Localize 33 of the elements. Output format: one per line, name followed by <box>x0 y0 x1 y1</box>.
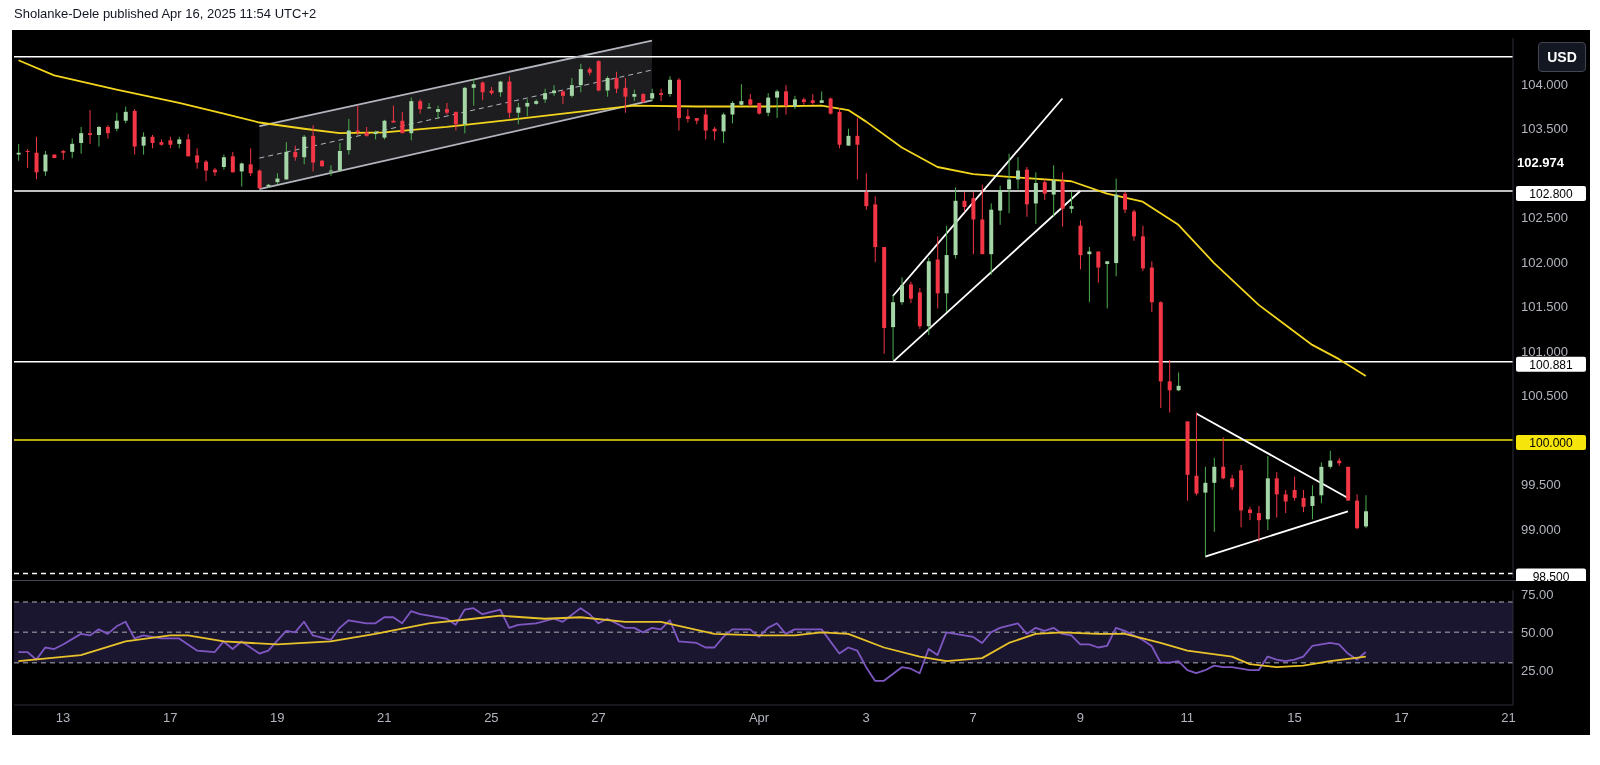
x-tick-label: 9 <box>1076 710 1084 726</box>
ref-line-label: 102.800 <box>1529 187 1574 202</box>
y-tick-label: 103.500 <box>1521 121 1568 137</box>
x-tick-label: 19 <box>269 710 285 726</box>
x-tick-label: Apr <box>748 710 770 726</box>
x-tick-label: 17 <box>1394 710 1409 726</box>
y-tick-label: 104.000 <box>1521 76 1568 92</box>
y-tick-label: 101.500 <box>1521 299 1568 315</box>
x-tick-label: 11 <box>1180 710 1195 726</box>
y-tick-label: 102.000 <box>1521 254 1568 270</box>
x-tick-label: 15 <box>1287 710 1302 726</box>
x-tick-label: 27 <box>591 710 606 726</box>
y-tick-label: 75.00 <box>1521 587 1554 603</box>
text: 102.974 <box>1517 155 1564 171</box>
y-tick-label: 25.00 <box>1521 662 1554 678</box>
ref-line-label: 98.500 <box>1532 569 1570 584</box>
x-tick-label: 21 <box>377 710 392 726</box>
ref-line-label: 100.000 <box>1529 436 1574 451</box>
x-tick-label: 17 <box>162 710 178 726</box>
y-tick-label: 100.500 <box>1521 388 1568 404</box>
text: Sholanke-Dele published Apr 16, 2025 11:54 UTC+2 <box>14 6 317 21</box>
y-tick-label: 99.500 <box>1521 477 1561 493</box>
y-tick-label: 50.00 <box>1521 624 1554 640</box>
y-tick-label: 99.000 <box>1521 521 1561 537</box>
text: USD <box>1538 42 1586 72</box>
x-tick-label: 3 <box>862 710 870 726</box>
x-tick-label: 13 <box>55 710 71 726</box>
x-tick-label: 25 <box>484 710 499 726</box>
y-tick-label: 101.000 <box>1521 343 1568 359</box>
x-tick-label: 7 <box>969 710 977 726</box>
y-tick-label: 102.500 <box>1521 210 1568 226</box>
x-tick-label: 21 <box>1501 710 1516 726</box>
ref-line-label: 100.881 <box>1529 357 1574 372</box>
